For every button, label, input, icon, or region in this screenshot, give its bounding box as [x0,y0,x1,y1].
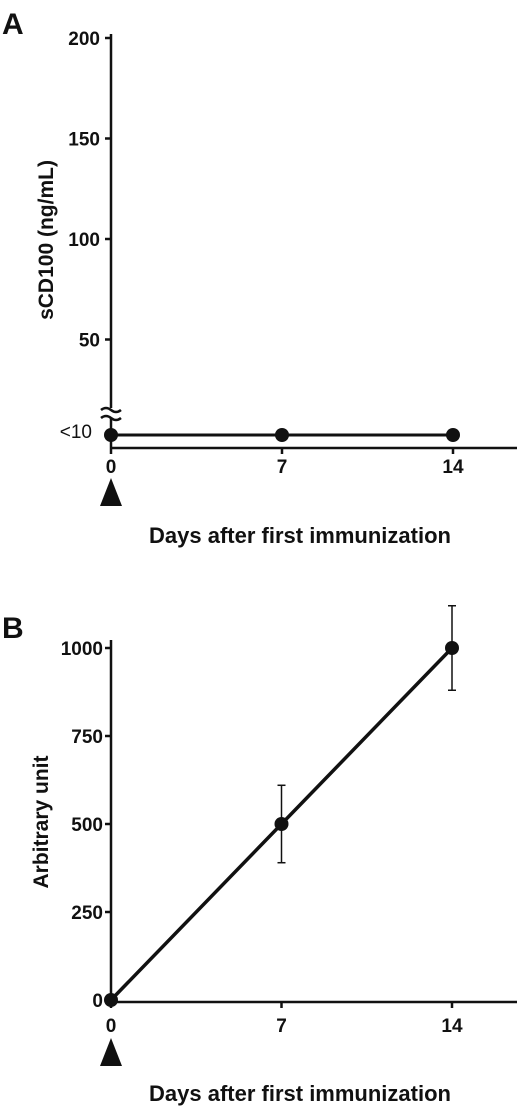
panel-letter-a: A [2,8,24,41]
data-point [104,993,118,1007]
axis-break-mark [100,406,122,422]
y-tick-label: 200 [68,29,100,50]
x-axis-label: Days after first immunization [149,1081,451,1106]
y-tick-label: 150 [68,130,100,151]
x-tick-label: 0 [106,1016,117,1037]
y-tick-label: 100 [68,230,100,251]
arrow-marker-icon [100,1038,122,1066]
chart-panel-a: 50 100 150 200 <10 0 7 14 Days after first immun… [35,29,517,548]
data-point [445,641,459,655]
y-tick-label: 250 [71,903,103,924]
y-tick-label: 50 [79,331,100,352]
panel-letter-b: B [2,612,24,645]
x-tick-label: 0 [106,457,117,478]
y-tick-label: 0 [92,991,103,1012]
y-tick-label: 1000 [61,639,103,660]
y-tick-label: 750 [71,727,103,748]
x-axis-label: Days after first immunization [149,523,451,548]
data-point [274,817,289,831]
x-tick-label: 7 [277,457,288,478]
data-point [275,428,289,442]
chart-panel-b: 0 250 500 750 1000 0 7 14 Days after first immun… [30,605,517,1106]
x-tick-label: 7 [276,1016,287,1037]
arrow-marker-icon [100,478,122,506]
data-point [104,428,118,442]
x-tick-label: 14 [441,1016,463,1037]
y-axis-label: sCD100 (ng/mL) [35,160,58,320]
data-point [446,428,460,442]
y-break-label: <10 [60,422,92,443]
y-axis-label: Arbitrary unit [30,755,53,888]
x-tick-label: 14 [442,457,464,478]
y-tick-label: 500 [71,815,103,836]
